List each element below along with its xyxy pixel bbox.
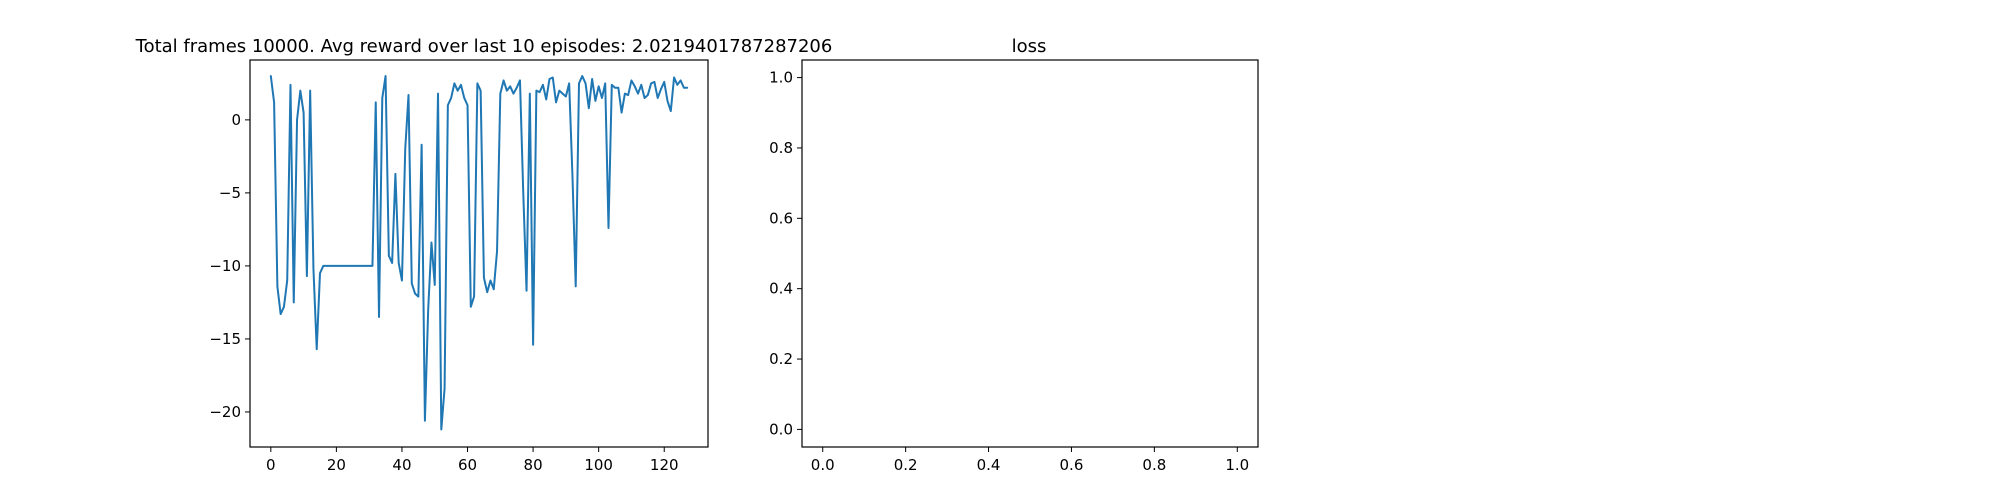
reward-x-tick-label: 80 xyxy=(524,456,543,474)
reward-x-tick-label: 120 xyxy=(650,456,679,474)
loss-x-tick-label: 0.0 xyxy=(811,456,835,474)
reward-x-tick-label: 20 xyxy=(327,456,346,474)
loss-x-tick-label: 0.8 xyxy=(1142,456,1166,474)
reward-x-tick-label: 0 xyxy=(266,456,276,474)
reward-series-line xyxy=(269,75,689,431)
loss-x-tick-label: 0.4 xyxy=(977,456,1001,474)
reward-plot-area xyxy=(269,75,689,431)
reward-y-tick-label: 0 xyxy=(231,111,241,129)
loss-y-tick-label: 0.4 xyxy=(769,280,793,298)
loss-plot: loss 0.0 0.2 0.4 0.6 0.8 1.0 0.0 0.2 0.4 0.6 0.8 1… xyxy=(769,36,1259,474)
reward-y-tick-label: −10 xyxy=(209,257,241,275)
loss-x-tick-label: 0.2 xyxy=(894,456,918,474)
reward-x-tick-label: 60 xyxy=(458,456,477,474)
reward-plot-frame xyxy=(249,59,709,448)
loss-y-tick-label: 0.0 xyxy=(769,420,793,438)
loss-y-tick-label: 0.6 xyxy=(769,209,793,227)
reward-y-tick-label: −20 xyxy=(209,403,241,421)
loss-x-tick-label: 0.6 xyxy=(1060,456,1084,474)
loss-plot-title: loss xyxy=(1012,36,1047,57)
reward-plot-title: Total frames 10000. Avg reward over last… xyxy=(135,36,833,57)
reward-plot: Total frames 10000. Avg reward over last… xyxy=(135,36,833,474)
loss-y-tick-label: 1.0 xyxy=(769,69,793,87)
reward-y-tick-label: −5 xyxy=(219,184,241,202)
loss-y-axis: 0.0 0.2 0.4 0.6 0.8 1.0 xyxy=(769,69,802,438)
reward-y-tick-label: −15 xyxy=(209,330,241,348)
loss-y-tick-label: 0.2 xyxy=(769,350,793,368)
loss-x-axis: 0.0 0.2 0.4 0.6 0.8 1.0 xyxy=(811,447,1249,474)
reward-y-axis: −20 −15 −10 −5 0 xyxy=(209,111,250,421)
loss-plot-frame xyxy=(801,59,1259,448)
reward-x-tick-label: 40 xyxy=(392,456,411,474)
reward-x-tick-label: 100 xyxy=(584,456,613,474)
reward-x-axis: 0 20 40 60 80 100 120 xyxy=(266,447,679,474)
loss-x-tick-label: 1.0 xyxy=(1225,456,1249,474)
loss-y-tick-label: 0.8 xyxy=(769,139,793,157)
